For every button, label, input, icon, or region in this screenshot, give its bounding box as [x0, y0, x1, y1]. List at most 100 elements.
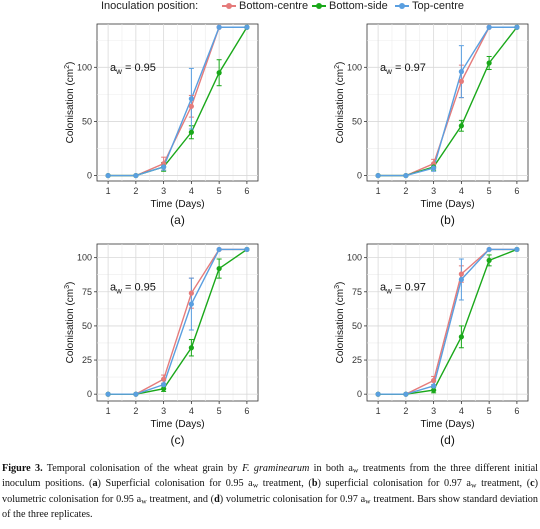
y-tick-label: 75 — [352, 287, 362, 297]
legend-item-bottom-side: Bottom-side — [312, 0, 388, 12]
annotation-tail: = 0.95 — [122, 282, 156, 294]
data-point-top-centre — [403, 391, 409, 397]
x-tick-label: 6 — [244, 406, 249, 416]
chart-panel-b: 0 50 100 1 2 3 4 5 6 Time (Days) Colonisation (cm2… — [270, 16, 540, 231]
panel-label: (d) — [440, 433, 455, 447]
caption-text: in both a — [309, 463, 353, 474]
caption-subscript: w — [365, 496, 371, 506]
caption-text: ) volumetric colonisation for 0.95 a — [2, 478, 539, 505]
y-tick-label: 100 — [77, 62, 92, 72]
axis-label-tail: ) — [335, 62, 346, 65]
caption-panel-ref: c — [530, 478, 535, 490]
caption-subscript: w — [252, 480, 259, 490]
y-axis-label: Colonisation (cm3) — [334, 282, 346, 364]
caption-subscript: w — [470, 480, 477, 490]
data-point-top-centre — [431, 165, 437, 171]
caption-subscript: w — [141, 496, 147, 506]
annotation-tail: = 0.97 — [392, 62, 426, 74]
data-point-top-centre — [514, 246, 520, 253]
x-tick-label: 3 — [161, 186, 166, 196]
chart-d: 0 25 50 75 100 1 2 3 4 5 6 Time (Days) Colonisation … — [334, 243, 529, 447]
y-tick-label: 100 — [347, 62, 362, 72]
data-point-bottom-side — [188, 129, 194, 135]
axis-label-tail: ) — [65, 282, 76, 285]
figure-caption: Figure 3. Temporal colonisation of the w… — [2, 461, 538, 522]
annotation-main: a — [110, 282, 117, 294]
data-point-bottom-side — [188, 345, 194, 351]
y-tick-label: 50 — [82, 116, 92, 126]
panel-label: (a) — [170, 213, 185, 227]
y-tick-label: 0 — [357, 389, 362, 399]
x-tick-label: 5 — [217, 186, 222, 196]
annotation-subscript: w — [385, 287, 392, 296]
data-point-bottom-centre — [188, 290, 194, 296]
axis-label-main: Colonisation (cm — [335, 69, 346, 143]
x-tick-label: 5 — [487, 406, 492, 416]
data-point-top-centre — [105, 391, 111, 397]
data-point-top-centre — [216, 246, 222, 253]
x-tick-label: 6 — [514, 406, 519, 416]
water-activity-annotation: aw = 0.95 — [110, 62, 156, 76]
caption-species: F. graminearum — [242, 463, 310, 474]
data-point-top-centre — [486, 246, 492, 253]
axis-label-superscript: 2 — [334, 65, 341, 69]
chart-panel-a: 0 50 100 1 2 3 4 5 6 Time (Days) Colonisation (cm2… — [0, 16, 270, 231]
data-point-top-centre — [458, 69, 464, 75]
data-point-top-centre — [486, 24, 492, 30]
caption-text: ) superficial colonisation for 0.97 a — [317, 478, 471, 490]
data-point-bottom-centre — [188, 103, 194, 109]
legend-label: Bottom-side — [329, 0, 388, 12]
caption-panel-ref: a — [92, 478, 98, 490]
x-tick-label: 1 — [376, 186, 381, 196]
data-point-top-centre — [514, 24, 520, 30]
data-point-top-centre — [161, 382, 167, 388]
data-point-top-centre — [105, 172, 111, 179]
data-point-top-centre — [403, 172, 409, 179]
data-point-bottom-side — [216, 70, 222, 76]
data-point-top-centre — [133, 391, 139, 397]
legend-item-top-centre: Top-centre — [395, 0, 464, 12]
caption-text: treatment. Bars show standard deviation … — [2, 493, 538, 520]
axis-label-tail: ) — [335, 282, 346, 285]
data-point-bottom-centre — [431, 377, 437, 384]
legend-swatch-bottom-side — [312, 1, 326, 11]
data-point-bottom-side — [458, 123, 464, 129]
x-tick-label: 3 — [431, 186, 436, 196]
caption-panel-ref: d — [214, 493, 220, 505]
data-point-bottom-centre — [458, 78, 464, 84]
caption-text: ) Superficial colonisation for 0.95 a — [97, 478, 253, 490]
legend-label: Top-centre — [412, 0, 464, 12]
annotation-subscript: w — [115, 287, 122, 296]
y-tick-label: 25 — [82, 355, 92, 365]
x-tick-label: 3 — [161, 406, 166, 416]
y-tick-label: 50 — [82, 321, 92, 331]
axis-label-tail: ) — [65, 62, 76, 65]
x-tick-label: 2 — [133, 186, 138, 196]
data-point-top-centre — [244, 24, 250, 30]
series-line-top-centre — [108, 248, 247, 395]
caption-subscript: w — [352, 465, 359, 475]
data-point-bottom-side — [486, 60, 492, 66]
caption-text: treatment, ( — [476, 478, 531, 490]
caption-text: treatments from the three different init… — [2, 463, 539, 490]
data-point-bottom-side — [486, 257, 492, 263]
x-tick-label: 1 — [376, 406, 381, 416]
caption-label: Figure 3. — [2, 463, 43, 474]
axis-label-superscript: 2 — [64, 65, 71, 69]
y-tick-label: 75 — [82, 287, 92, 297]
legend-swatch-bottom-centre — [222, 1, 236, 11]
y-tick-label: 50 — [352, 116, 362, 126]
annotation-tail: = 0.97 — [392, 282, 426, 294]
legend-swatch-top-centre — [395, 1, 409, 11]
y-axis-label: Colonisation (cm2) — [64, 62, 76, 144]
data-point-bottom-side — [431, 387, 437, 393]
y-axis-label: Colonisation (cm3) — [64, 282, 76, 364]
annotation-tail: = 0.95 — [122, 62, 156, 74]
axis-label-superscript: 3 — [64, 285, 71, 289]
data-point-top-centre — [375, 172, 381, 179]
annotation-main: a — [110, 62, 117, 74]
y-tick-label: 100 — [77, 253, 92, 263]
caption-text: treatment, and ( — [146, 493, 215, 505]
x-tick-label: 2 — [403, 406, 408, 416]
